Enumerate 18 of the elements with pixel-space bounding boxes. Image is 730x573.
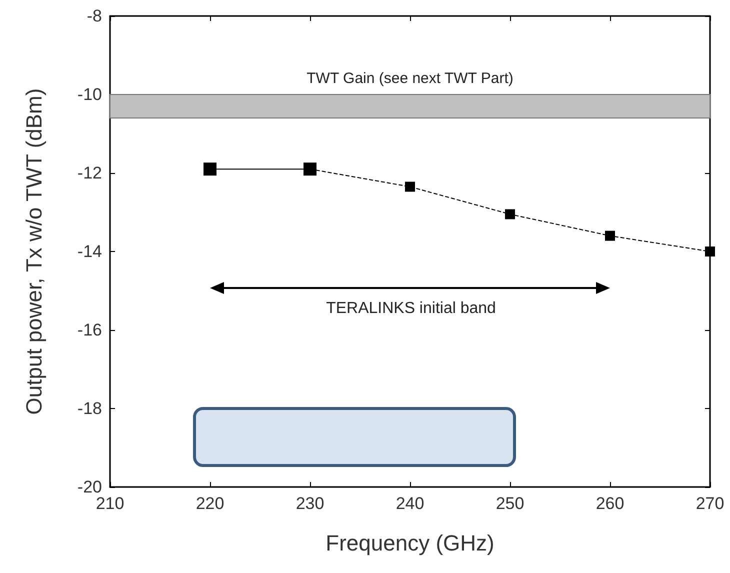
x-tick-label: 220	[196, 494, 224, 513]
x-tick-label: 230	[296, 494, 324, 513]
y-tick-label: -14	[77, 242, 102, 261]
y-axis-title: Output power, Tx w/o TWT (dBm)	[22, 88, 46, 415]
y-tick-label: -12	[77, 164, 102, 182]
band-label: TWT Gain (see next TWT Part)	[306, 70, 514, 87]
y-tick-label: -18	[77, 399, 102, 418]
x-tick-label: 210	[96, 494, 124, 513]
y-tick-label: -8	[86, 6, 102, 26]
x-tick-label: 260	[596, 494, 624, 513]
x-axis-title: Frequency (GHz)	[326, 530, 494, 556]
x-tick-label: 270	[696, 494, 724, 513]
y-tick-label: -20	[77, 478, 102, 496]
y-tick-label: -10	[77, 85, 102, 104]
annotation: TERALINKS initial band	[326, 300, 496, 318]
x-tick-label: 240	[396, 494, 424, 513]
y-tick-label: -16	[77, 320, 102, 340]
x-tick-label: 250	[496, 494, 524, 513]
